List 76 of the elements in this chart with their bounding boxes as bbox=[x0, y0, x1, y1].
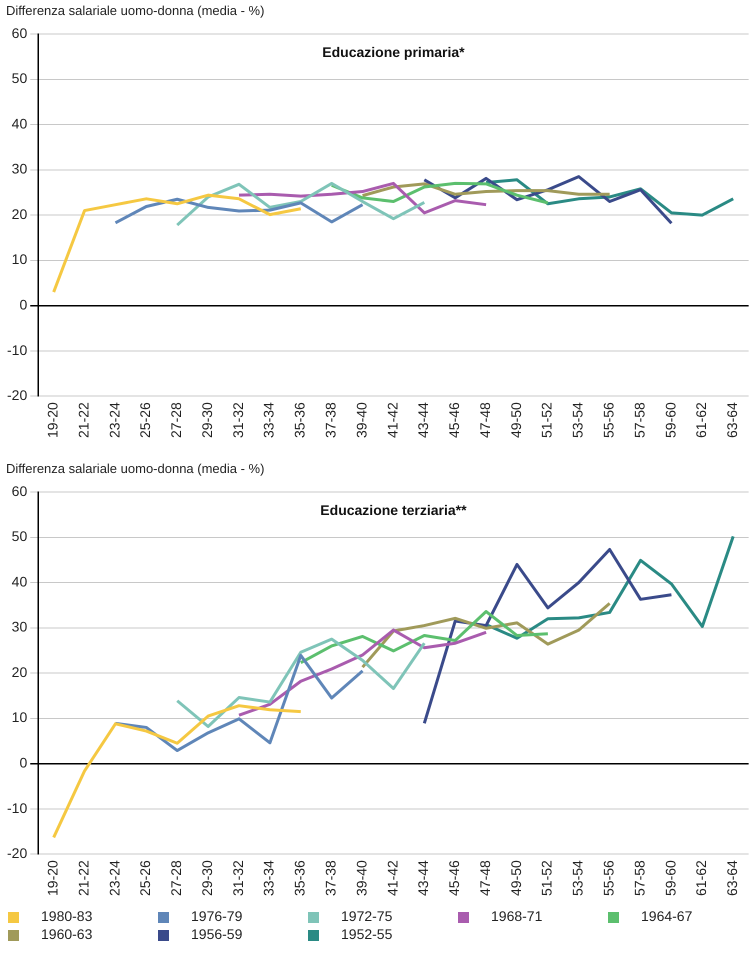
x-tick-label: 35-36 bbox=[292, 860, 308, 896]
x-tick-label: 53-54 bbox=[570, 860, 586, 896]
legend-label: 1972-75 bbox=[340, 908, 394, 924]
x-tick-label: 27-28 bbox=[168, 860, 184, 896]
x-tick-label: 49-50 bbox=[508, 860, 524, 896]
x-tick-label: 59-60 bbox=[662, 860, 678, 896]
x-tick-label: 51-52 bbox=[538, 402, 555, 438]
x-tick-label: 33-34 bbox=[260, 402, 277, 438]
y-tick-label: -10 bbox=[7, 342, 28, 358]
x-tick-label: 53-54 bbox=[570, 402, 586, 438]
y-tick-label: 60 bbox=[12, 482, 28, 499]
y-tick-label: 50 bbox=[12, 528, 28, 544]
y-tick-label: -20 bbox=[7, 387, 28, 404]
x-tick-label: 55-56 bbox=[600, 860, 617, 896]
x-tick-label: 57-58 bbox=[631, 860, 648, 896]
x-tick-label: 55-56 bbox=[600, 402, 617, 438]
y-tick-label: 0 bbox=[19, 296, 28, 313]
y-tick-label: 40 bbox=[12, 115, 28, 132]
x-tick-label: 39-40 bbox=[353, 860, 370, 896]
y-tick-label: 0 bbox=[19, 754, 28, 771]
y-axis-title: Differenza salariale uomo-donna (media - %) bbox=[5, 2, 266, 20]
y-tick-label: 30 bbox=[12, 618, 28, 635]
legend-label: 1980-83 bbox=[40, 908, 94, 924]
x-tick-label: 21-22 bbox=[75, 860, 92, 896]
y-tick-label: 10 bbox=[12, 709, 28, 726]
y-tick-label: 20 bbox=[12, 664, 28, 680]
x-tick-label: 21-22 bbox=[75, 402, 92, 438]
y-tick-label: -10 bbox=[7, 800, 28, 816]
x-tick-label: 37-38 bbox=[322, 402, 339, 438]
y-tick-label: 30 bbox=[12, 160, 28, 177]
y-tick-label: 60 bbox=[12, 24, 28, 41]
x-tick-label: 63-64 bbox=[724, 402, 740, 438]
x-tick-label: 31-32 bbox=[230, 402, 246, 438]
legend-label: 1952-55 bbox=[340, 926, 394, 942]
y-tick-label: 10 bbox=[12, 251, 28, 268]
x-tick-label: 23-24 bbox=[106, 860, 122, 896]
x-tick-label: 45-46 bbox=[446, 402, 462, 438]
x-tick-label: 61-62 bbox=[693, 402, 710, 438]
legend-label: 1968-71 bbox=[490, 908, 544, 924]
x-tick-label: 43-44 bbox=[415, 860, 432, 896]
legend-label: 1976-79 bbox=[190, 908, 244, 924]
x-tick-label: 23-24 bbox=[106, 402, 122, 438]
text: Educazione primaria* bbox=[322, 44, 466, 60]
x-tick-label: 35-36 bbox=[292, 402, 308, 438]
x-tick-label: 47-48 bbox=[476, 402, 493, 438]
x-tick-label: 39-40 bbox=[353, 402, 370, 438]
x-tick-label: 27-28 bbox=[168, 402, 184, 438]
x-tick-label: 19-20 bbox=[44, 402, 61, 438]
x-tick-label: 51-52 bbox=[538, 860, 555, 896]
x-tick-label: 43-44 bbox=[415, 402, 432, 438]
x-tick-label: 25-26 bbox=[137, 402, 154, 438]
x-tick-label: 49-50 bbox=[508, 402, 524, 438]
x-tick-label: 29-30 bbox=[198, 860, 215, 896]
legend-label: 1964-67 bbox=[640, 908, 694, 924]
x-tick-label: 31-32 bbox=[230, 860, 246, 896]
x-tick-label: 45-46 bbox=[446, 860, 462, 896]
y-tick-label: 50 bbox=[12, 70, 28, 86]
y-tick-label: 20 bbox=[12, 206, 28, 222]
x-tick-label: 63-64 bbox=[724, 860, 740, 896]
x-tick-label: 29-30 bbox=[198, 402, 215, 438]
x-tick-label: 61-62 bbox=[693, 860, 710, 896]
x-tick-label: 19-20 bbox=[44, 860, 61, 896]
x-tick-label: 25-26 bbox=[137, 860, 154, 896]
x-tick-label: 47-48 bbox=[476, 860, 493, 896]
x-tick-label: 37-38 bbox=[322, 860, 339, 896]
x-tick-label: 57-58 bbox=[631, 402, 648, 438]
x-tick-label: 33-34 bbox=[260, 860, 277, 896]
x-tick-label: 59-60 bbox=[662, 402, 678, 438]
text: Educazione terziaria** bbox=[320, 502, 468, 518]
y-axis-title: Differenza salariale uomo-donna (media - %) bbox=[5, 460, 266, 478]
y-tick-label: 40 bbox=[12, 573, 28, 590]
legend-label: 1960-63 bbox=[40, 926, 94, 942]
x-tick-label: 41-42 bbox=[384, 860, 400, 896]
x-tick-label: 41-42 bbox=[384, 402, 400, 438]
y-tick-label: -20 bbox=[7, 845, 28, 862]
legend-label: 1956-59 bbox=[190, 926, 244, 942]
